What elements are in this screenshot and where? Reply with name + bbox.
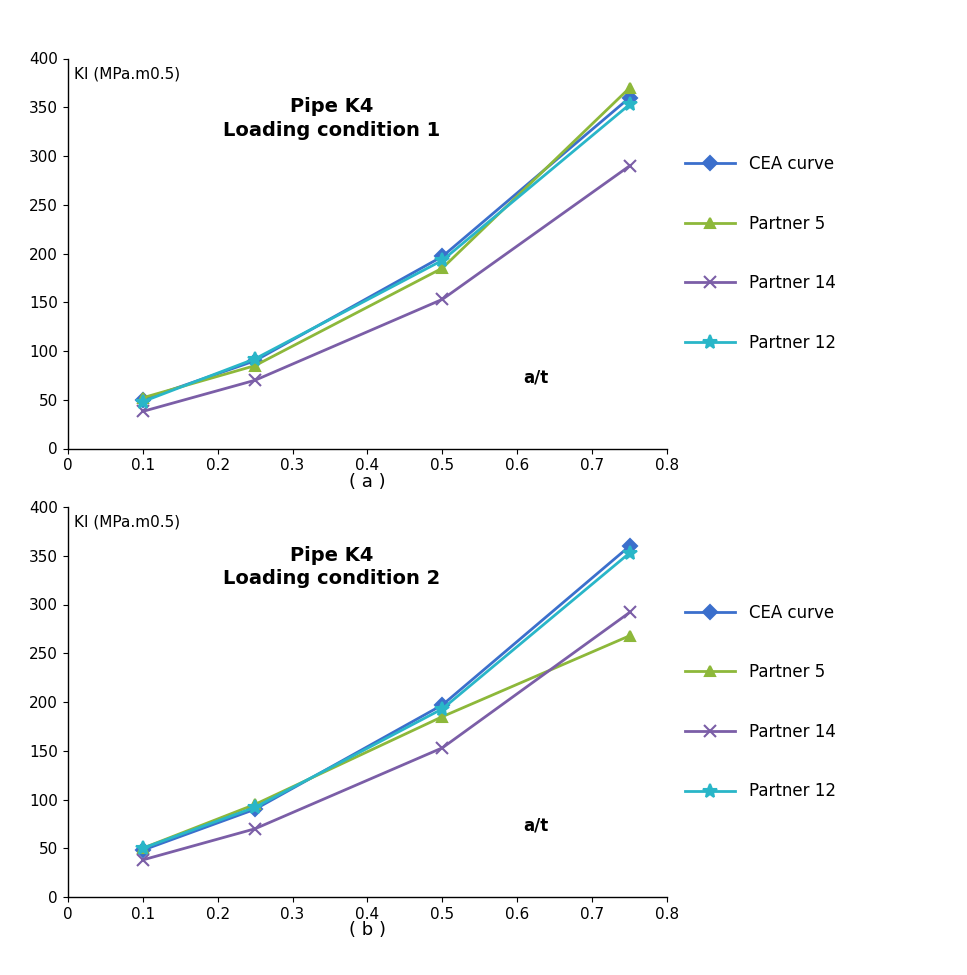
Line: Partner 12: Partner 12 (135, 98, 636, 409)
Text: ( b ): ( b ) (349, 921, 386, 939)
CEA curve (624, 92, 635, 103)
Partner 12 (436, 703, 448, 715)
Line: Partner 14: Partner 14 (136, 606, 636, 866)
Text: KI (MPa.m0.5): KI (MPa.m0.5) (73, 66, 180, 81)
Partner 14 (249, 374, 261, 386)
Partner 14 (436, 742, 448, 754)
Line: CEA curve: CEA curve (137, 93, 634, 405)
Line: Partner 12: Partner 12 (135, 546, 636, 855)
Text: a/t: a/t (523, 369, 548, 386)
CEA curve (249, 355, 261, 367)
Partner 14 (624, 160, 635, 172)
Partner 5 (137, 842, 149, 854)
Partner 14 (137, 854, 149, 866)
Partner 12 (249, 801, 261, 813)
Text: ( a ): ( a ) (349, 473, 386, 490)
Partner 12 (624, 547, 635, 559)
Partner 5 (249, 799, 261, 810)
Partner 5 (249, 360, 261, 371)
CEA curve (137, 844, 149, 856)
Partner 14 (624, 606, 635, 618)
Text: KI (MPa.m0.5): KI (MPa.m0.5) (73, 515, 180, 529)
Partner 5 (436, 262, 448, 274)
Legend: CEA curve, Partner 5, Partner 14, Partner 12: CEA curve, Partner 5, Partner 14, Partne… (686, 604, 835, 800)
Text: Pipe K4
Loading condition 1: Pipe K4 Loading condition 1 (222, 98, 440, 140)
Line: CEA curve: CEA curve (137, 541, 634, 855)
CEA curve (137, 394, 149, 406)
Partner 12 (436, 254, 448, 266)
CEA curve (436, 699, 448, 711)
Legend: CEA curve, Partner 5, Partner 14, Partner 12: CEA curve, Partner 5, Partner 14, Partne… (686, 155, 835, 352)
Partner 14 (249, 823, 261, 835)
Line: Partner 5: Partner 5 (137, 631, 634, 853)
CEA curve (624, 540, 635, 552)
Partner 5 (624, 630, 635, 642)
Partner 5 (624, 82, 635, 94)
Partner 14 (436, 293, 448, 305)
CEA curve (249, 803, 261, 815)
Partner 12 (249, 353, 261, 365)
Partner 12 (137, 842, 149, 854)
Partner 12 (624, 98, 635, 110)
Text: a/t: a/t (523, 817, 548, 835)
Text: Pipe K4
Loading condition 2: Pipe K4 Loading condition 2 (222, 546, 440, 589)
Partner 12 (137, 396, 149, 408)
Partner 14 (137, 406, 149, 417)
Partner 5 (137, 392, 149, 404)
Line: Partner 14: Partner 14 (136, 160, 636, 417)
Line: Partner 5: Partner 5 (137, 83, 634, 403)
CEA curve (436, 251, 448, 262)
Partner 5 (436, 711, 448, 722)
